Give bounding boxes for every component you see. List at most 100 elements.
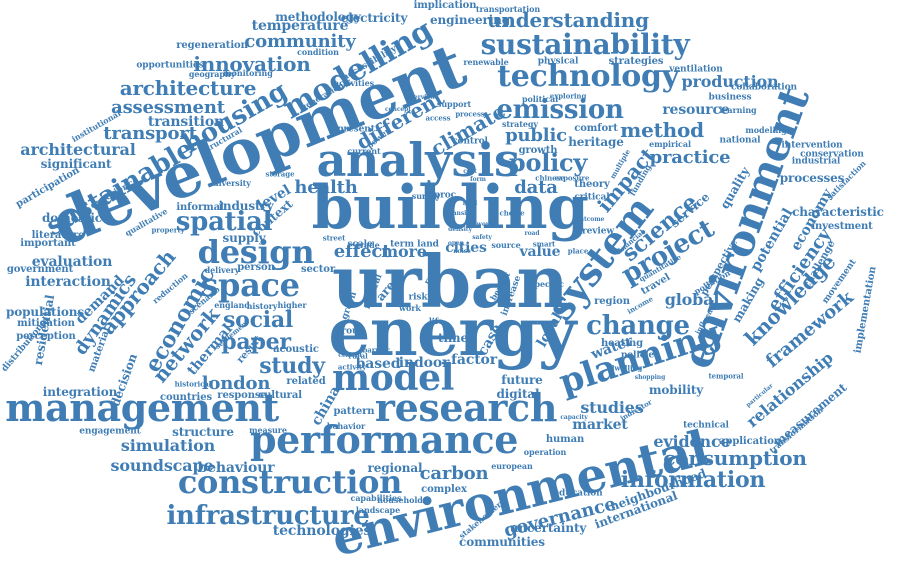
- cloud-word-noise: noise: [453, 248, 471, 255]
- cloud-word-interview: interview: [404, 94, 436, 101]
- cloud-word-indoor: indoor: [398, 355, 450, 371]
- cloud-word-implementation: implementation: [852, 265, 879, 355]
- cloud-word-energy: energy: [328, 293, 576, 371]
- cloud-word-access: access: [425, 113, 451, 123]
- cloud-word-transit: transit: [446, 210, 470, 217]
- cloud-word-behaviour: behaviour: [197, 460, 275, 476]
- cloud-word-resource: resource: [662, 102, 730, 118]
- cloud-word-uncertainty: uncertainty: [509, 521, 587, 535]
- cloud-word-rural: rural: [348, 351, 368, 361]
- cloud-word-factor: factor: [451, 352, 497, 368]
- cloud-word-exposure: exposure: [554, 173, 590, 183]
- cloud-word-transport: transport: [103, 123, 197, 144]
- cloud-word-engagement: engagement: [79, 426, 141, 437]
- cloud-word-review: review: [581, 226, 615, 237]
- cloud-word-process: process: [455, 109, 485, 119]
- cloud-word-soundscape: soundscape: [110, 456, 214, 475]
- cloud-word-education: education: [553, 488, 603, 499]
- cloud-word-technologies: technologies: [272, 523, 372, 539]
- cloud-word-evaluation: evaluation: [31, 254, 113, 270]
- cloud-word-industrial: industrial: [791, 156, 841, 167]
- cloud-word-heating: heating: [600, 338, 644, 349]
- cloud-word-exploring: exploring: [549, 91, 587, 101]
- cloud-word-perception: perception: [16, 331, 76, 342]
- cloud-word-person: person: [237, 262, 275, 273]
- cloud-word-practice: practice: [649, 147, 731, 168]
- cloud-word-engineering: engineering: [430, 13, 510, 27]
- cloud-word-implication: implication: [413, 0, 477, 11]
- cloud-word-market: market: [572, 417, 628, 433]
- cloud-word-effect: effect: [333, 241, 391, 262]
- cloud-word-term: term: [390, 239, 414, 250]
- cloud-word-world: world: [476, 221, 496, 228]
- cloud-word-proc: proc: [433, 190, 457, 201]
- cloud-word-measure: measure: [249, 425, 287, 435]
- cloud-word-group: group: [335, 326, 365, 337]
- cloud-word-life: life: [428, 316, 444, 326]
- cloud-word-present: present: [337, 124, 375, 135]
- cloud-word-populations: populations: [5, 305, 85, 319]
- cloud-word-cities: cities: [445, 240, 487, 256]
- cloud-word-industry: industry: [218, 199, 274, 213]
- cloud-word-technical: technical: [683, 420, 729, 431]
- cloud-word-more: more: [381, 242, 427, 261]
- cloud-word-higher: higher: [277, 300, 307, 310]
- cloud-word-temporal: temporal: [708, 371, 744, 381]
- cloud-word-london: london: [201, 373, 271, 394]
- cloud-word-building: building: [311, 173, 589, 243]
- cloud-word-operation: operation: [523, 447, 567, 457]
- cloud-word-activities: activities: [333, 78, 375, 88]
- cloud-word-political: political: [521, 94, 559, 104]
- cloud-word-form: form: [470, 176, 486, 183]
- cloud-word-interaction: interaction: [25, 274, 111, 290]
- cloud-word-transportation: transportation: [475, 4, 541, 14]
- cloud-word-strategy: strategy: [502, 119, 538, 129]
- cloud-word-digital: digital: [496, 387, 540, 401]
- cloud-word-growth: growth: [518, 145, 558, 156]
- cloud-word-complex: complex: [421, 484, 467, 495]
- cloud-word-relationship: relationship: [742, 348, 837, 432]
- cloud-word-barrier: barrier: [362, 345, 390, 355]
- cloud-word-architecture: architecture: [119, 76, 257, 100]
- cloud-word-regeneration: regeneration: [176, 40, 248, 51]
- cloud-word-cultural: cultural: [258, 390, 302, 401]
- cloud-word-england: england: [214, 300, 250, 310]
- cloud-word-supply: supply: [222, 231, 266, 245]
- cloud-word-significant: significant: [40, 157, 112, 171]
- cloud-word-support: support: [436, 99, 472, 109]
- cloud-word-mobility: mobility: [648, 383, 704, 397]
- cloud-word-evidence: evidence: [653, 432, 731, 451]
- cloud-word-condition: condition: [297, 47, 339, 57]
- cloud-word-road: road: [524, 230, 540, 237]
- cloud-word-production: production: [681, 72, 779, 91]
- cloud-word-response: response: [217, 390, 267, 401]
- cloud-word-spatial: spatial: [175, 207, 273, 237]
- cloud-word-future: future: [501, 373, 543, 387]
- cloud-word-modeling: modeling: [745, 125, 787, 135]
- cloud-word-paper: paper: [221, 329, 291, 355]
- cloud-word-community: community: [244, 31, 356, 52]
- cloud-word-physical: physical: [537, 56, 579, 67]
- cloud-word-conservation: conservation: [800, 149, 864, 160]
- cloud-word-policies: policies: [620, 350, 660, 361]
- cloud-word-scale: scale: [347, 239, 373, 250]
- cloud-word-heritage: heritage: [568, 135, 624, 149]
- cloud-word-history: history: [246, 301, 278, 311]
- cloud-word-technology: technology: [497, 59, 679, 94]
- cloud-word-assessment: assessment: [111, 97, 225, 118]
- cloud-word-behavior: behavior: [326, 421, 366, 431]
- cloud-word-investment: investment: [811, 221, 873, 232]
- cloud-word-application: application: [719, 436, 781, 447]
- cloud-word-communities: communities: [459, 535, 545, 549]
- cloud-word-landscape: landscape: [355, 505, 401, 515]
- cloud-word-carbon: carbon: [419, 463, 489, 484]
- cloud-word-theory: theory: [574, 179, 610, 190]
- cloud-word-important: important: [20, 238, 76, 249]
- cloud-word-regional: regional: [367, 461, 423, 475]
- cloud-word-capabilities: capabilities: [350, 493, 402, 503]
- cloud-word-intervention: intervention: [781, 140, 843, 151]
- cloud-word-literature: literature: [31, 230, 85, 241]
- cloud-word-geography: geography: [188, 69, 236, 79]
- cloud-word-monitoring: monitoring: [223, 68, 273, 78]
